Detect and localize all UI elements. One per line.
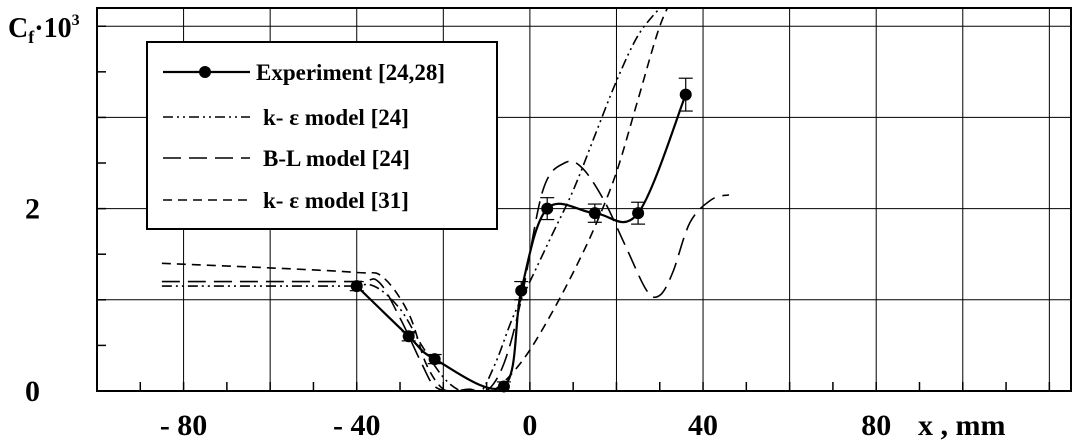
minor-ticks xyxy=(97,25,1051,391)
experiment-marker xyxy=(402,330,415,343)
legend-label-4: k- ε model [31] xyxy=(263,188,409,213)
series-line-3 xyxy=(161,160,730,391)
x-tick-labels: - 80 - 40 0 40 80 xyxy=(160,409,891,442)
x-tick-label: 40 xyxy=(688,409,718,442)
experiment-marker xyxy=(515,284,528,297)
legend-label-2: k- ε model [24] xyxy=(263,105,409,130)
experiment-marker xyxy=(497,380,510,393)
y-axis-title: Cf·103 xyxy=(8,12,80,47)
legend-label-3: B-L model [24] xyxy=(263,146,410,171)
experiment-marker xyxy=(588,207,601,220)
series-line-4 xyxy=(161,8,669,391)
experiment-markers xyxy=(349,77,693,393)
x-tick-label: - 40 xyxy=(333,409,381,442)
y-axis-title-subscript: f xyxy=(28,27,35,47)
series-line-2 xyxy=(161,8,661,391)
x-tick-label: 0 xyxy=(522,409,537,442)
legend: Experiment [24,28] k- ε model [24] B-L mod… xyxy=(146,41,498,230)
legend-marker xyxy=(199,66,211,78)
y-tick-label: 0 xyxy=(25,375,40,408)
y-tick-label: 2 xyxy=(25,193,40,226)
y-axis-title-main: C xyxy=(8,13,28,44)
x-tick-label: - 80 xyxy=(160,409,208,442)
experiment-marker xyxy=(679,88,692,101)
y-axis-title-multiplier: ·10 xyxy=(34,13,71,44)
experiment-marker xyxy=(428,353,441,366)
legend-label-1: Experiment [24,28] xyxy=(256,60,445,85)
plot-frame xyxy=(96,7,1072,392)
experiment-marker xyxy=(632,207,645,220)
x-tick-label: 80 xyxy=(861,409,891,442)
experiment-marker xyxy=(541,202,554,215)
y-tick-labels: 02 xyxy=(25,193,40,408)
x-axis-title: x , mm xyxy=(918,409,1005,442)
experiment-marker xyxy=(350,280,363,293)
y-axis-title-exponent: 3 xyxy=(72,12,80,29)
